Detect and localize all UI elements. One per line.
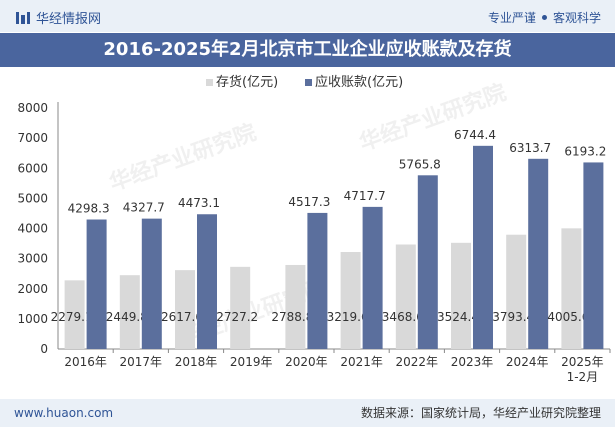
data-label-receivables: 4473.1 <box>178 196 220 210</box>
x-tick-label: 2020年 <box>285 355 328 369</box>
y-tick-label: 0 <box>40 342 48 356</box>
data-label-receivables: 4717.7 <box>344 189 386 203</box>
data-label-receivables: 5765.8 <box>399 157 441 171</box>
bar-inventory <box>230 266 251 349</box>
bar-inventory <box>561 228 582 349</box>
data-label-inventory: 3468.6 <box>382 310 424 324</box>
data-label-inventory: 2788.8 <box>271 310 313 324</box>
bar-inventory <box>175 270 195 349</box>
x-tick-label: 2017年 <box>120 355 163 369</box>
data-label-inventory: 2449.8 <box>106 310 148 324</box>
bar-inventory <box>506 234 527 349</box>
y-tick-label: 8000 <box>17 101 48 115</box>
x-tick-label: 2024年 <box>506 355 549 369</box>
legend-label-receivables: 应收账款(亿元) <box>315 74 403 90</box>
data-label-inventory: 2617.6 <box>161 310 203 324</box>
x-tick-label: 2025年 <box>561 355 604 369</box>
y-tick-label: 1000 <box>17 312 48 326</box>
brand: 华经情报网 <box>16 8 101 27</box>
slogan-right: 客观科学 <box>552 11 601 25</box>
data-label-inventory: 3219.6 <box>327 310 369 324</box>
data-label-inventory: 2727.2 <box>216 310 258 324</box>
slogan: 专业严谨 客观科学 <box>488 9 601 26</box>
brand-logo-icon <box>16 11 30 24</box>
footer-source: 数据来源：国家统计局，华经产业研究院整理 <box>360 406 601 420</box>
bar-receivables <box>362 206 383 349</box>
y-tick-label: 5000 <box>17 191 48 205</box>
slogan-dot-icon <box>541 15 547 20</box>
bar-receivables <box>141 218 162 349</box>
bar-receivables <box>583 162 604 349</box>
data-label-inventory: 2279.1 <box>51 310 93 324</box>
bar-receivables <box>307 212 328 349</box>
x-tick-label: 2016年 <box>64 355 107 369</box>
chart-plot: 0 1000 2000 3000 4000 5000 6000 7000 8000 存货(亿元) 应… <box>17 74 611 384</box>
top-bar: 华经情报网 专业严谨 客观科学 <box>0 0 615 32</box>
legend-swatch-inventory <box>206 79 213 86</box>
bar-receivables <box>417 175 438 349</box>
bar-inventory <box>64 280 85 349</box>
slogan-left: 专业严谨 <box>487 11 536 25</box>
data-label-inventory: 3524.4 <box>437 310 479 324</box>
bar-inventory <box>451 242 471 349</box>
bar-receivables <box>86 219 107 349</box>
data-label-inventory: 4005.6 <box>547 310 589 324</box>
bar-inventory <box>119 275 140 349</box>
y-tick-label: 7000 <box>17 131 48 145</box>
bar-receivables <box>473 145 493 349</box>
data-label-receivables: 6313.7 <box>509 141 551 155</box>
data-label-receivables: 4517.3 <box>288 195 330 209</box>
bar-receivables <box>197 214 217 349</box>
x-tick-label: 2018年 <box>175 355 218 369</box>
data-label-receivables: 4327.7 <box>123 201 165 215</box>
bar-receivables <box>528 158 549 349</box>
chart-title: 2016-2025年2月北京市工业企业应收账款及存货 <box>0 33 615 67</box>
y-tick-label: 4000 <box>17 222 48 236</box>
bar-inventory <box>285 264 306 349</box>
legend-swatch-receivables <box>305 79 312 86</box>
x-tick-label: 1-2月 <box>567 370 599 384</box>
x-tick-label: 2021年 <box>340 355 383 369</box>
x-tick-label: 2022年 <box>396 355 439 369</box>
bar-inventory <box>340 252 361 349</box>
y-tick-label: 6000 <box>17 161 48 175</box>
x-tick-label: 2023年 <box>451 355 494 369</box>
brand-name: 华经情报网 <box>36 12 102 27</box>
data-label-receivables: 6193.2 <box>564 144 606 158</box>
y-tick-label: 3000 <box>17 252 48 266</box>
data-label-receivables: 6744.4 <box>454 128 496 142</box>
data-label-receivables: 4298.3 <box>68 202 110 216</box>
footer-url: www.huaon.com <box>14 406 114 420</box>
y-tick-label: 2000 <box>17 282 48 296</box>
footer: www.huaon.com 数据来源：国家统计局，华经产业研究院整理 <box>0 399 615 427</box>
legend-label-inventory: 存货(亿元) <box>216 74 278 90</box>
bar-inventory <box>395 244 416 349</box>
x-tick-label: 2019年 <box>230 355 273 369</box>
data-label-inventory: 3793.4 <box>492 310 534 324</box>
